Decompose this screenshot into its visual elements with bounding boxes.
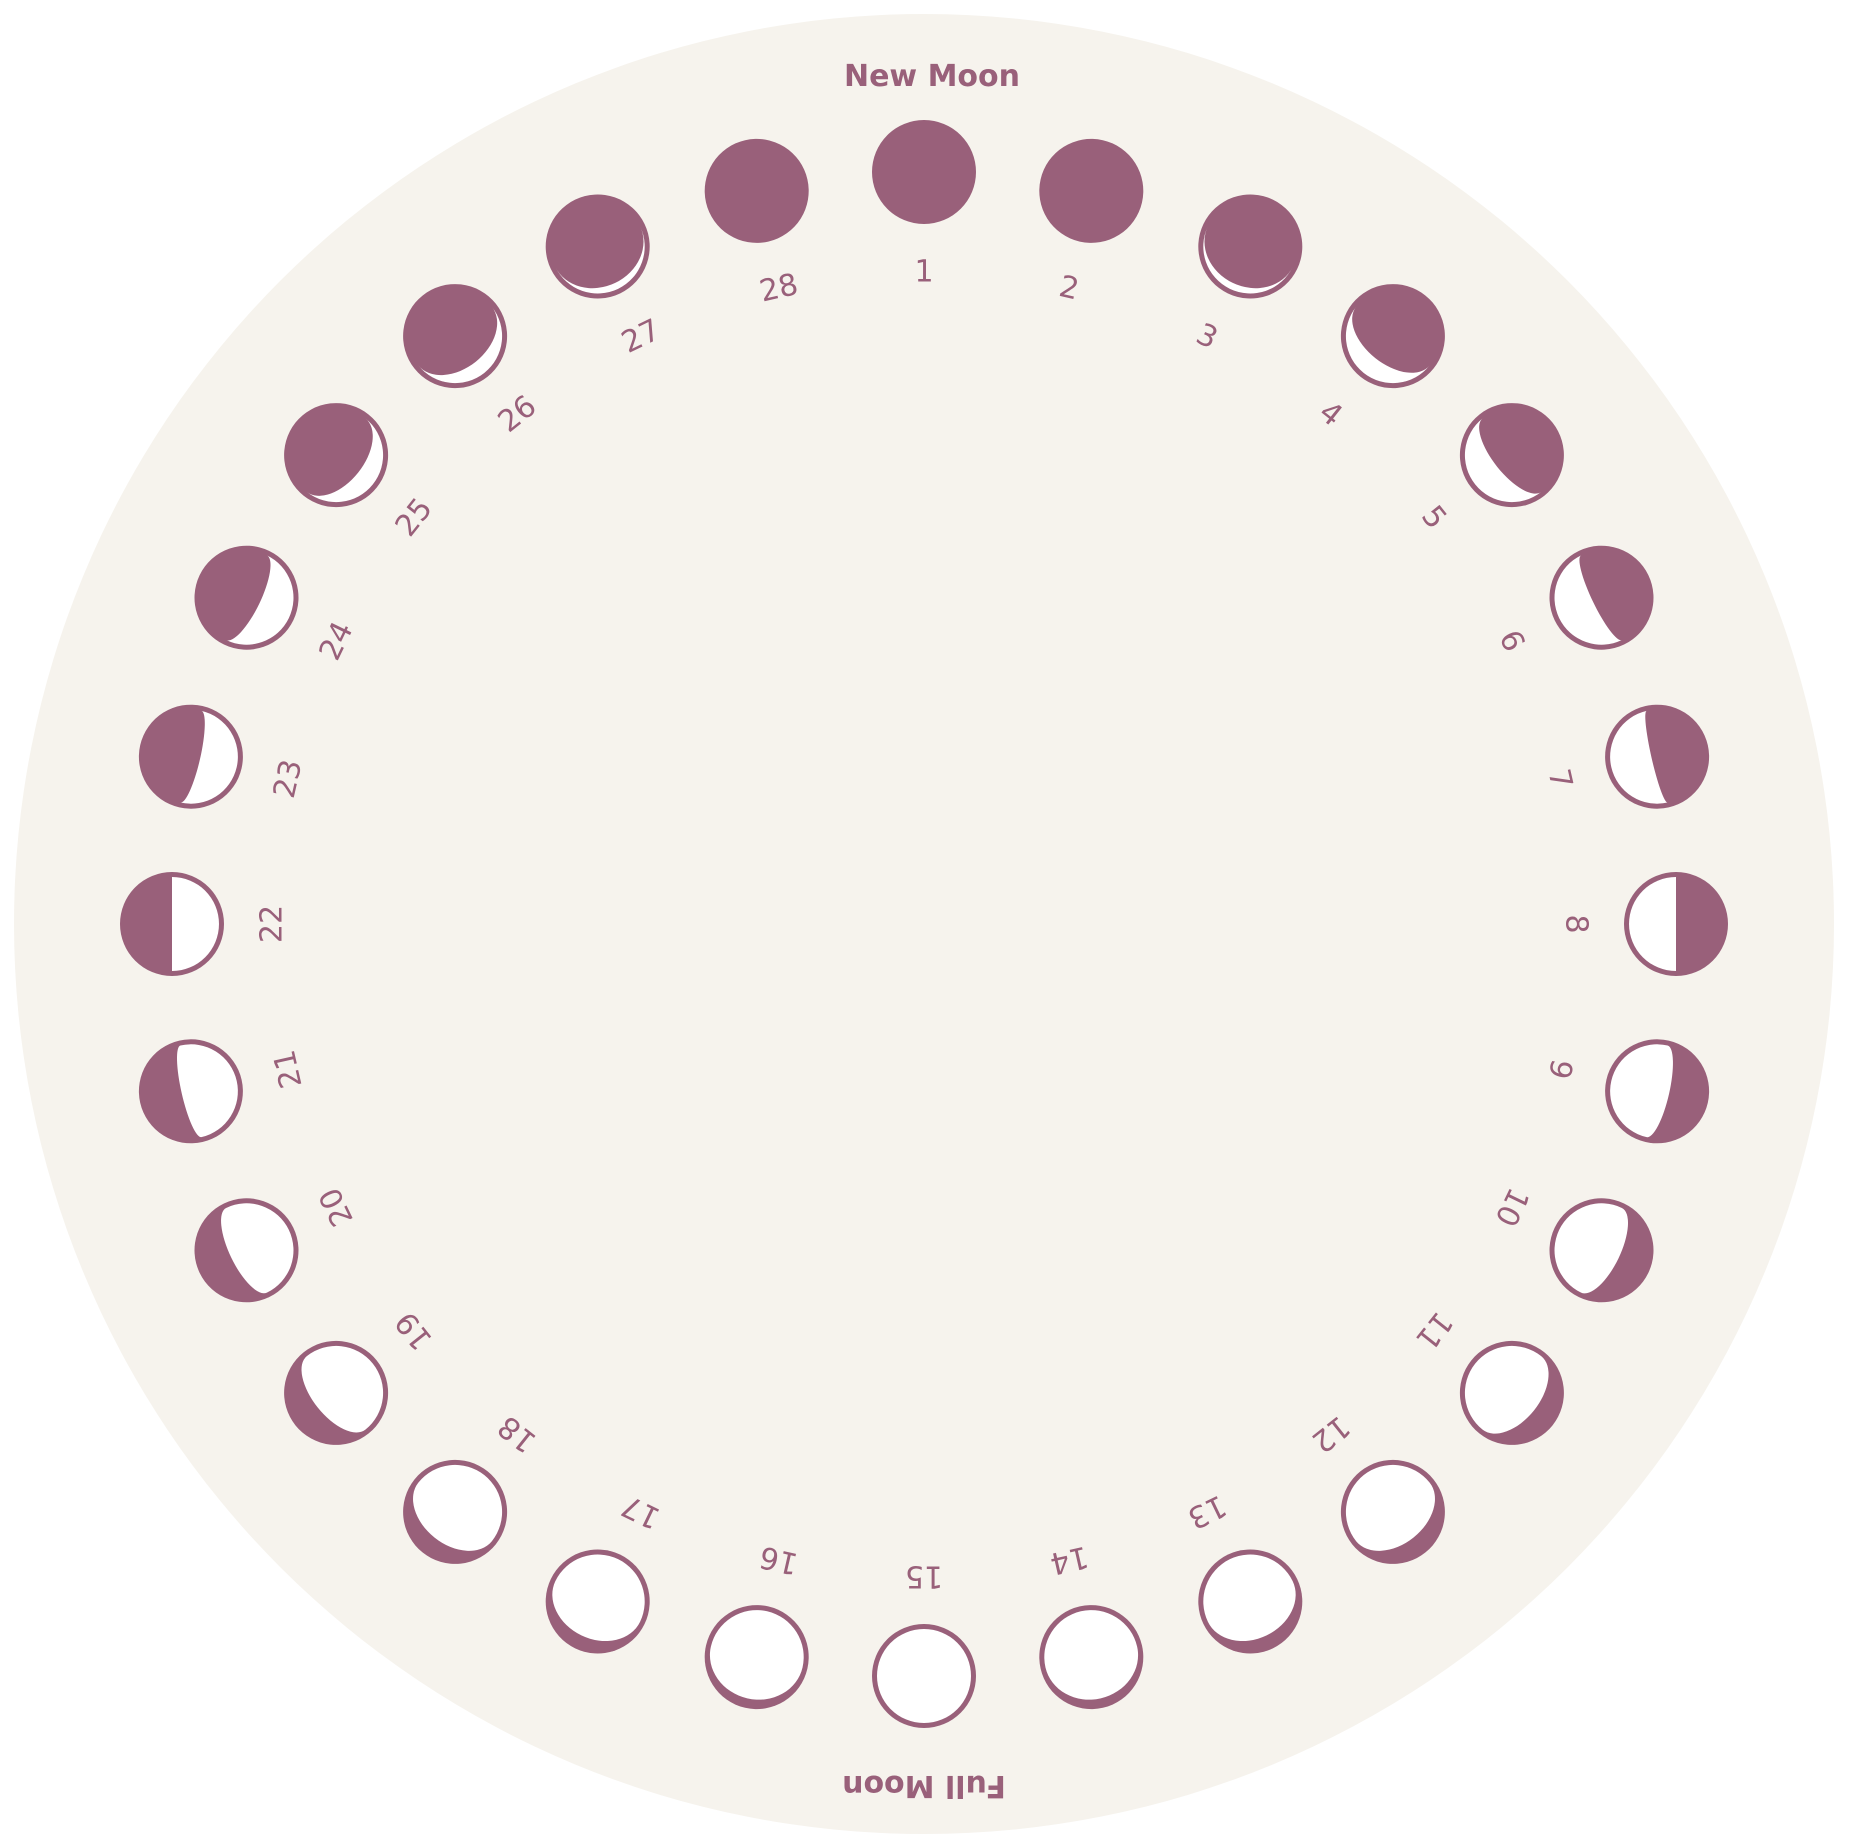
moon-phase-26 xyxy=(403,284,508,389)
day-number-16: 16 xyxy=(756,1538,801,1581)
moon-phase-16 xyxy=(704,1605,809,1710)
moon-lit-area xyxy=(226,555,294,645)
moon-lit-area xyxy=(306,418,384,503)
background-disc xyxy=(14,14,1834,1834)
day-number-14: 14 xyxy=(1047,1538,1092,1581)
moon-lit-area xyxy=(180,710,238,804)
moon-ring xyxy=(120,120,1728,1728)
moon-lit-area xyxy=(1203,1554,1296,1641)
moon-lit-area xyxy=(418,306,503,384)
moon-lit-area xyxy=(1464,1345,1549,1434)
day-number-21: 21 xyxy=(267,1047,310,1092)
moon-lit-area xyxy=(709,1610,804,1700)
moon-lit-area xyxy=(172,877,219,971)
day-number-23: 23 xyxy=(267,756,310,801)
day-number-15: 15 xyxy=(905,1559,943,1594)
moon-lit-area xyxy=(877,1628,971,1724)
day-number-22: 22 xyxy=(255,905,290,943)
moon-phase-14 xyxy=(1039,1605,1144,1710)
day-number-8: 8 xyxy=(1559,914,1594,933)
moon-lit-area xyxy=(1044,1610,1139,1700)
moon-phase-17 xyxy=(545,1549,650,1654)
moon-lit-area xyxy=(1345,1464,1435,1551)
moon-lit-area xyxy=(301,1345,384,1433)
moon-phase-11 xyxy=(1459,1340,1564,1445)
moon-phase-19 xyxy=(284,1340,389,1445)
moon-phase-13 xyxy=(1198,1549,1303,1654)
day-number-1: 1 xyxy=(914,255,933,290)
moon-lit-area xyxy=(413,1464,503,1551)
moon-phase-24 xyxy=(194,545,299,650)
moon-lit-area xyxy=(1554,1203,1628,1294)
moon-phase-7 xyxy=(1605,704,1710,809)
full-moon-title: Full Moon xyxy=(842,1768,1006,1803)
moon-phase-2 xyxy=(1039,138,1144,243)
moon-lit-area xyxy=(1629,877,1676,971)
moon-lit-area xyxy=(1610,1044,1673,1138)
moon-body xyxy=(872,120,976,224)
moon-lit-area xyxy=(1464,418,1542,503)
moon-lit-area xyxy=(221,1203,294,1294)
moon-lit-area xyxy=(176,1044,238,1138)
moon-lit-area xyxy=(1610,710,1668,804)
moon-body xyxy=(545,194,650,299)
new-moon-title: New Moon xyxy=(844,59,1020,94)
moon-phase-8 xyxy=(1624,872,1728,976)
moon-lit-area xyxy=(1554,555,1622,645)
moon-body xyxy=(1039,138,1144,243)
moon-phase-1 xyxy=(872,120,976,224)
moon-phase-20 xyxy=(194,1198,299,1303)
moon-phase-6 xyxy=(1549,545,1654,650)
moon-body xyxy=(1198,194,1303,299)
day-number-28: 28 xyxy=(756,267,801,310)
moon-phase-4 xyxy=(1340,284,1445,389)
moon-phase-10 xyxy=(1549,1198,1654,1303)
moon-phase-23 xyxy=(138,704,243,809)
moon-phase-12 xyxy=(1340,1459,1445,1564)
moon-lit-area xyxy=(552,1554,645,1641)
moon-lit-area xyxy=(1345,306,1430,384)
moon-phase-15 xyxy=(872,1624,976,1728)
moon-phase-9 xyxy=(1605,1039,1710,1144)
moon-body xyxy=(704,138,809,243)
moon-phase-3 xyxy=(1198,194,1303,299)
moon-phase-18 xyxy=(403,1459,508,1564)
moon-phase-25 xyxy=(284,403,389,508)
moon-phase-5 xyxy=(1459,403,1564,508)
moon-phase-27 xyxy=(545,194,650,299)
moon-phase-22 xyxy=(120,872,224,976)
moon-phase-28 xyxy=(704,138,809,243)
moon-phase-21 xyxy=(138,1039,243,1144)
